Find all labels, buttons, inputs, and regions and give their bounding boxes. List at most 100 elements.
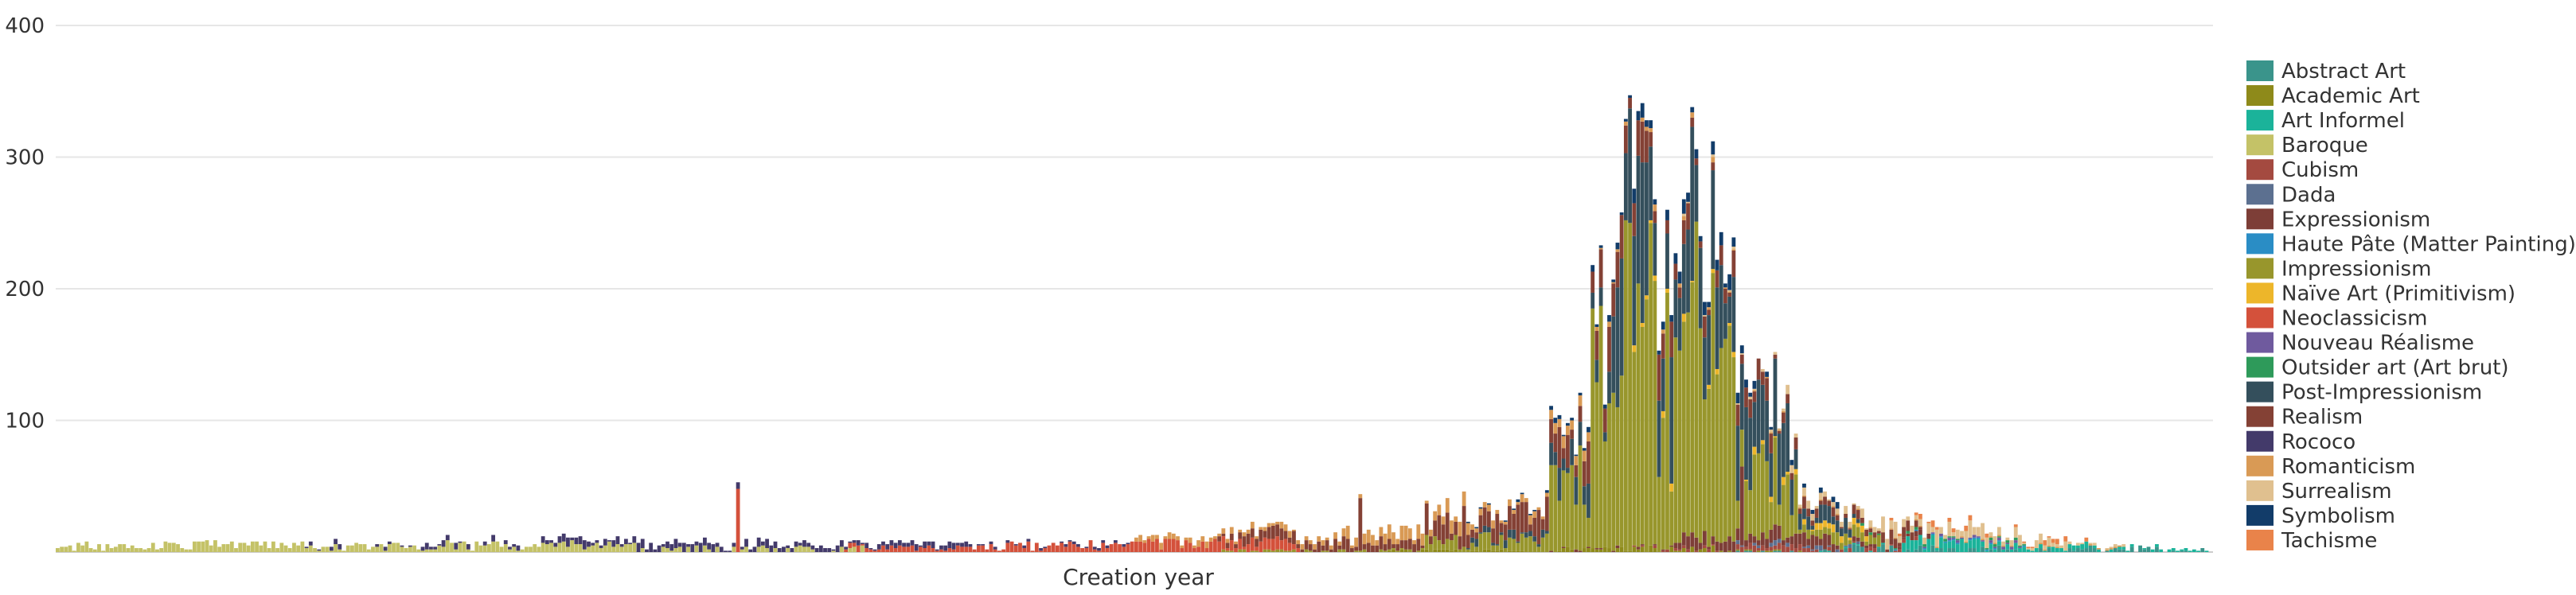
bar-segment [1793, 469, 1798, 475]
bar-segment [308, 545, 313, 552]
legend-item[interactable]: Baroque [2246, 134, 2368, 158]
bar-segment [1681, 532, 1686, 546]
bar-segment [1673, 263, 1678, 280]
legend-item[interactable]: Haute Pâte (Matter Painting) [2246, 232, 2576, 256]
bar-segment [1955, 529, 1960, 539]
bar-segment [893, 548, 898, 552]
bar-segment [1711, 141, 1715, 155]
legend-swatch [2246, 282, 2274, 304]
bar-segment [2188, 550, 2192, 552]
bar-segment [1512, 529, 1516, 539]
bar-segment [1852, 504, 1856, 515]
bar-segment [1715, 270, 1719, 288]
bar-segment [1848, 544, 1852, 549]
bar-segment [1482, 532, 1487, 550]
bar-segment [1645, 130, 1649, 163]
bar-segment [1503, 548, 1508, 552]
legend-item[interactable]: Outsider art (Art brut) [2246, 356, 2509, 380]
bar-segment [827, 548, 832, 552]
bar-segment [1611, 392, 1616, 551]
bar-segment [1632, 235, 1637, 346]
legend-item[interactable]: Surrealism [2246, 480, 2392, 504]
bar-segment [1482, 502, 1487, 508]
legend-item[interactable]: Academic Art [2246, 84, 2420, 108]
legend-item[interactable]: Neoclassicism [2246, 307, 2428, 331]
bar-segment [1797, 544, 1802, 551]
bar-segment [1180, 545, 1185, 549]
bar-segment [1669, 357, 1674, 484]
bar-segment [623, 544, 628, 552]
bar-segment [2121, 549, 2126, 552]
bar-segment [1441, 549, 1446, 552]
legend-item[interactable]: Impressionism [2246, 257, 2431, 281]
legend-item[interactable]: Nouveau Réalisme [2246, 332, 2474, 356]
bar-segment [1989, 537, 1993, 541]
bar-segment [1793, 438, 1798, 449]
bar-segment [1752, 542, 1757, 546]
bar-segment [2043, 540, 2047, 546]
bar-segment [1570, 420, 1575, 430]
bar-segment [1462, 506, 1466, 547]
legend-item[interactable]: Rococo [2246, 430, 2355, 454]
bar-segment [1673, 548, 1678, 551]
bar-segment [1395, 539, 1400, 545]
bar-segment [640, 539, 645, 549]
bar-segment [927, 545, 931, 552]
legend-item[interactable]: Tachisme [2246, 529, 2377, 553]
bar-segment [1300, 549, 1305, 552]
legend-item[interactable]: Expressionism [2246, 208, 2430, 231]
legend-item[interactable]: Naïve Art (Primitivism) [2246, 282, 2516, 305]
bar-segment [1590, 265, 1595, 272]
legend-item[interactable]: Romanticism [2246, 455, 2415, 479]
bar-segment [1325, 550, 1329, 552]
bar-segment [1897, 542, 1902, 547]
bar-segment [1719, 265, 1723, 348]
bar-segment [839, 540, 844, 547]
legend-item[interactable]: Symbolism [2246, 504, 2395, 528]
bar-segment [516, 545, 521, 551]
bar-segment [1064, 544, 1068, 547]
bar-segment [1632, 189, 1637, 204]
bar-segment [1827, 546, 1832, 551]
bar-segment [1769, 550, 1774, 552]
bar-segment [1317, 536, 1321, 542]
bar-segment [1773, 550, 1778, 552]
bar-segment [1864, 545, 1869, 549]
bar-segment [760, 545, 765, 552]
legend-label: Academic Art [2281, 84, 2420, 108]
bar-segment [1544, 496, 1549, 531]
legend-item[interactable]: Abstract Art [2246, 60, 2406, 84]
bar-segment [1242, 549, 1247, 552]
bar-segment [1673, 542, 1678, 549]
legend-item[interactable]: Realism [2246, 406, 2363, 430]
legend-swatch [2246, 406, 2274, 427]
bar-segment [1225, 542, 1230, 549]
bar-segment [595, 540, 599, 543]
bar-segment [1466, 549, 1470, 552]
bar-segment [1645, 126, 1649, 131]
bar-segment [1752, 545, 1757, 552]
bar-segment [1748, 490, 1753, 534]
bar-segment [1433, 520, 1438, 537]
bar-segment [1192, 545, 1196, 549]
bar-segment [1250, 528, 1255, 538]
bar-segment [1574, 504, 1579, 550]
bar-segment [1653, 211, 1657, 224]
bar-segment [1922, 549, 1927, 552]
bar-segment [1287, 542, 1292, 551]
bar-segment [1387, 549, 1391, 551]
bar-segment [1765, 371, 1769, 377]
bar-segment [1790, 465, 1794, 473]
bar-segment [516, 550, 521, 552]
legend-item[interactable]: Cubism [2246, 158, 2359, 182]
bar-segment [1611, 316, 1616, 393]
bar-segment [1810, 531, 1815, 535]
bar-segment [960, 546, 964, 552]
legend-item[interactable]: Art Informel [2246, 109, 2405, 133]
bar-segment [1598, 245, 1603, 248]
bar-segment [1474, 527, 1479, 529]
legend-item[interactable]: Dada [2246, 183, 2336, 207]
bar-segment [1806, 500, 1811, 509]
legend-item[interactable]: Post-Impressionism [2246, 381, 2482, 405]
bar-segment [1694, 165, 1699, 222]
